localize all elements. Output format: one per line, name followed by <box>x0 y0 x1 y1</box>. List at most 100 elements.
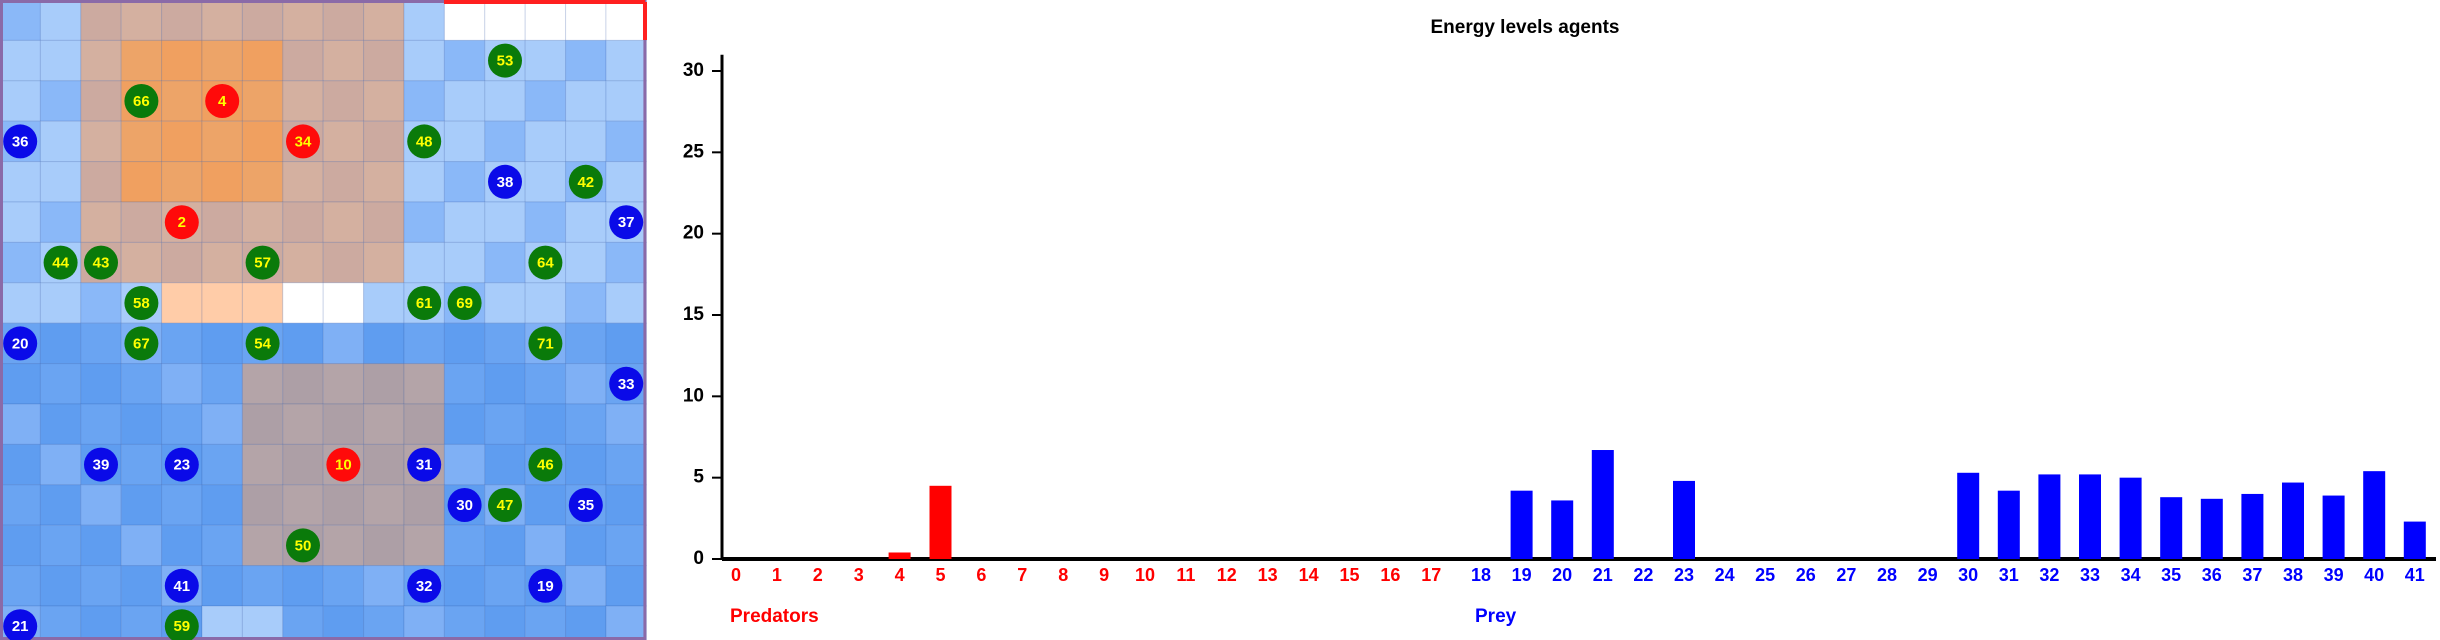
x-tick-label: 32 <box>2039 565 2059 585</box>
grid-cell <box>241 39 284 82</box>
grid-cell <box>161 524 203 567</box>
x-tick-label: 15 <box>1339 565 1359 585</box>
grid-cell <box>484 524 526 567</box>
grid-cell <box>484 0 526 41</box>
grid-cell <box>605 322 647 365</box>
chart-title: Energy levels agents <box>1430 17 1619 38</box>
grid-cell <box>282 80 324 122</box>
grid-cell <box>524 484 567 526</box>
grid-cell <box>363 39 405 82</box>
y-tick-label: 25 <box>683 141 705 162</box>
bar <box>1957 472 1980 559</box>
agent-label: 48 <box>416 133 433 150</box>
agent-label: 23 <box>173 457 190 474</box>
agent-label: 34 <box>295 133 312 150</box>
grid-cell <box>282 605 324 640</box>
grid-cell <box>524 363 567 405</box>
x-tick-label: 14 <box>1299 565 1319 585</box>
agent-label: 47 <box>497 497 514 514</box>
agent <box>568 164 603 199</box>
grid-cell <box>565 39 607 82</box>
grid-cell <box>241 363 284 405</box>
y-tick-label: 30 <box>683 60 704 81</box>
y-tick-label: 15 <box>683 304 705 325</box>
grid-cell <box>363 605 405 640</box>
grid-cell <box>524 282 567 324</box>
grid-cell <box>0 0 41 41</box>
grid-cell <box>0 484 41 526</box>
agent-label: 64 <box>537 255 554 272</box>
grid-cell <box>161 322 203 365</box>
grid-cell <box>322 201 365 243</box>
x-tick-label: 41 <box>2405 565 2425 585</box>
agent <box>528 245 563 280</box>
grid-cell <box>80 161 122 203</box>
agent-label: 10 <box>335 457 352 474</box>
bar <box>1591 450 1614 559</box>
grid-cell <box>565 363 607 405</box>
grid-cell <box>39 443 82 486</box>
grid-cell <box>161 80 203 122</box>
grid-cell <box>484 282 526 324</box>
grid-cell <box>241 565 284 607</box>
x-tick-label: 36 <box>2202 565 2222 585</box>
agent <box>326 447 361 482</box>
x-tick-label: 11 <box>1176 565 1195 585</box>
grid-cell <box>524 524 567 567</box>
grid-cell <box>120 241 163 284</box>
grid-cell <box>363 161 405 203</box>
agent-label: 54 <box>254 335 271 352</box>
agent <box>447 488 482 522</box>
bar <box>2403 521 2426 559</box>
grid-cell <box>120 363 163 405</box>
grid-cell <box>80 403 122 445</box>
grid-cell <box>120 443 163 486</box>
x-tick-label: 4 <box>895 565 905 585</box>
grid-cell <box>80 120 122 163</box>
grid-cell <box>484 565 526 607</box>
x-tick-label: 23 <box>1674 565 1694 585</box>
agent-label: 57 <box>254 255 271 272</box>
world-grid: 53 66 4 36 34 48 38 42 37 2 44 43 57 64 58 61 69 20 67 54 71… <box>0 0 647 640</box>
grid-cell <box>0 282 41 324</box>
agent <box>164 205 199 240</box>
agent-label: 42 <box>577 174 594 191</box>
agent <box>124 286 159 320</box>
x-tick-label: 1 <box>772 565 782 585</box>
grid-cell <box>0 80 41 122</box>
grid-cell <box>524 80 567 122</box>
grid-cell <box>39 524 82 567</box>
x-tick-label: 9 <box>1099 565 1109 585</box>
grid-cell <box>0 565 41 607</box>
grid-cell <box>282 161 324 203</box>
x-tick-label: 38 <box>2283 565 2303 585</box>
agent <box>407 124 442 159</box>
grid-cell <box>605 80 647 122</box>
grid-cell <box>403 241 445 284</box>
grid-cell <box>322 565 365 607</box>
grid-cell <box>443 605 486 640</box>
agent-label: 21 <box>12 618 29 635</box>
grid-cell <box>161 39 203 82</box>
grid-cell <box>605 161 647 203</box>
bar <box>2038 474 2061 559</box>
grid-cell <box>605 443 647 486</box>
agent <box>568 488 603 522</box>
grid-cell <box>0 39 41 82</box>
grid-cell <box>241 605 284 640</box>
agent <box>164 447 199 482</box>
grid-cell <box>39 565 82 607</box>
grid-cell <box>161 484 203 526</box>
grid-cell <box>443 565 486 607</box>
grid-cell <box>241 484 284 526</box>
grid-cell <box>363 282 405 324</box>
x-tick-label: 31 <box>1999 565 2019 585</box>
grid-cell <box>39 403 82 445</box>
x-tick-label: 6 <box>976 565 986 585</box>
grid-cell <box>201 39 243 82</box>
agent <box>245 245 280 280</box>
agent-label: 46 <box>537 457 554 474</box>
x-tick-label: 2 <box>813 565 823 585</box>
x-tick-label: 35 <box>2161 565 2181 585</box>
grid-cell <box>201 0 243 41</box>
